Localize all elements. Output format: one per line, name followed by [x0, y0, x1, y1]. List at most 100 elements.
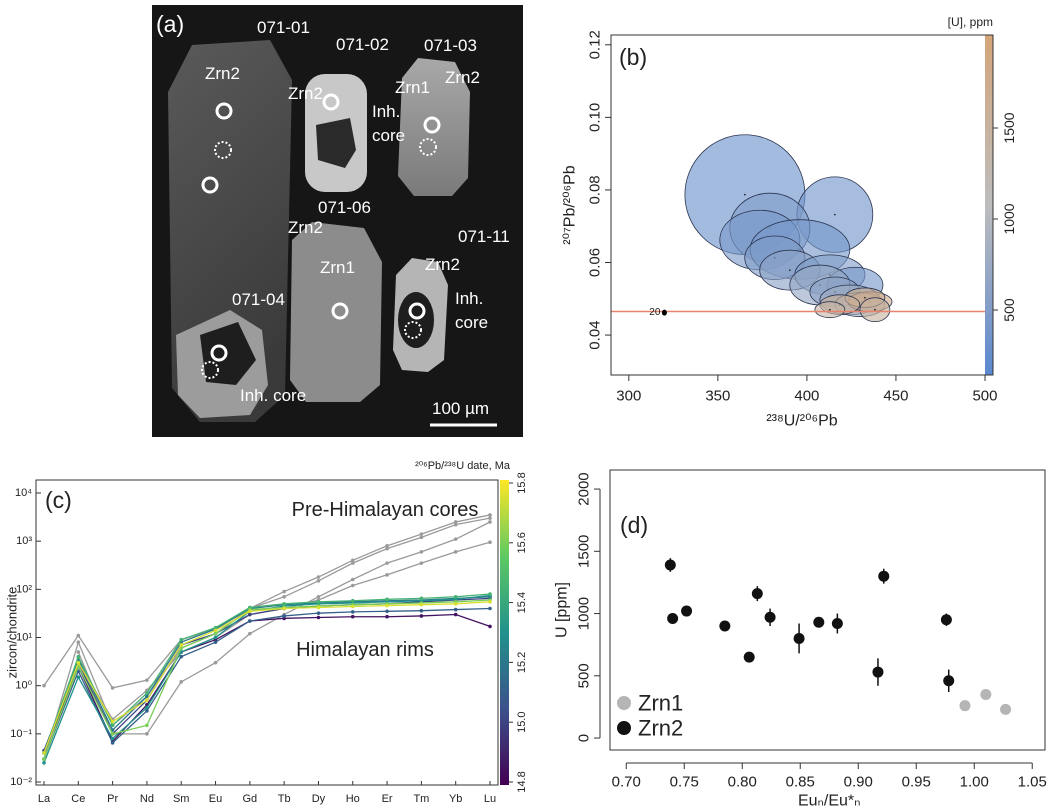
data-point: [76, 654, 81, 659]
data-point: [282, 606, 286, 611]
spot: [201, 361, 219, 379]
data-point: [453, 597, 458, 602]
zircon-label: Zrn1: [320, 258, 355, 277]
spot: [201, 176, 219, 194]
zircon-core: [316, 118, 356, 168]
data-point: [943, 675, 955, 687]
zircon-grain: [398, 58, 470, 196]
point-label: 20: [649, 307, 661, 318]
data-point: [110, 723, 115, 728]
data-point: [350, 614, 355, 619]
y-tick-label: 0.12: [587, 30, 604, 59]
series-line: [43, 514, 491, 689]
data-point: [145, 732, 149, 736]
data-point: [385, 609, 389, 614]
y-tick-label: 0.10: [587, 103, 604, 132]
x-tick-label: Tm: [413, 793, 429, 805]
zircon-core: [398, 292, 434, 348]
colorbar-tick-label: 15.4: [516, 592, 528, 613]
data-point: [350, 561, 355, 565]
y-tick-label: 1000: [576, 597, 593, 630]
data-point: [350, 604, 355, 609]
data-point: [453, 607, 458, 612]
y-axis-label: zircon/chondrite: [5, 587, 20, 679]
data-point: [419, 550, 424, 554]
colorbar-tick-label: 1000: [1001, 203, 1017, 234]
data-point: [179, 680, 184, 684]
data-point: [179, 637, 184, 642]
x-tick-label: 1.05: [1018, 774, 1047, 791]
data-point: [316, 615, 321, 620]
zircon-label: Zrn1: [395, 78, 430, 97]
data-point: [110, 741, 115, 745]
data-point: [110, 719, 115, 724]
data-point: [350, 583, 355, 588]
y-tick-label: 10⁰: [15, 680, 32, 692]
x-tick-label: 450: [883, 388, 908, 405]
y-tick-label: 10¹: [16, 631, 32, 643]
x-tick-label: 1.00: [960, 774, 989, 791]
data-point: [282, 614, 286, 618]
data-point: [248, 612, 252, 617]
data-point: [419, 561, 424, 565]
spot: [322, 93, 340, 111]
zircon-label: Zrn2: [425, 255, 460, 274]
spot: [419, 138, 437, 156]
spot: [210, 344, 228, 362]
data-point: [110, 686, 115, 690]
data-point: [419, 535, 424, 540]
colorbar-label: ²⁰⁶Pb/²³⁸U date, Ma: [415, 460, 511, 472]
x-tick-label: 0.85: [786, 774, 815, 791]
data-point: [385, 597, 389, 602]
y-tick-label: 0.08: [587, 175, 604, 204]
data-point: [453, 612, 458, 617]
data-point: [179, 654, 184, 659]
y-axis-label: U [ppm]: [554, 582, 571, 638]
data-point: [145, 723, 149, 728]
data-point: [282, 594, 286, 599]
data-point: [831, 618, 843, 630]
panel-label: (d): [620, 512, 648, 538]
data-point: [42, 751, 46, 755]
data-point: [385, 546, 389, 551]
colorbar-tick-label: 15.0: [516, 711, 528, 732]
data-point: [145, 678, 149, 682]
data-point: [419, 532, 424, 536]
center-dot: [829, 308, 831, 311]
y-tick-label: 0.04: [587, 320, 604, 349]
x-tick-label: Er: [382, 793, 393, 805]
zircon-grain: [290, 222, 382, 402]
colorbar-tick-label: 15.6: [516, 532, 528, 553]
annotation: Himalayan rims: [296, 639, 434, 661]
data-point: [316, 611, 321, 615]
y-tick-label: 10⁻²: [10, 776, 32, 788]
data-point: [681, 605, 693, 617]
zircon-image: [152, 5, 523, 437]
colorbar-tick-label: 15.8: [516, 472, 528, 493]
legend-marker: [617, 721, 631, 735]
data-point: [453, 520, 458, 524]
data-point: [248, 631, 252, 636]
data-point: [488, 540, 492, 545]
data-point: [764, 611, 776, 623]
data-point: [488, 606, 492, 611]
data-point: [872, 666, 884, 678]
spot: [215, 102, 233, 120]
grain-label: 071-11: [458, 227, 510, 246]
data-point: [667, 613, 679, 625]
data-point: [793, 632, 805, 644]
x-tick-label: 0.80: [728, 774, 757, 791]
x-tick-label: 0.75: [670, 774, 699, 791]
center-dot: [834, 213, 836, 216]
data-point: [385, 561, 389, 565]
plot-frame: [609, 469, 1046, 751]
y-tick-label: 10³: [16, 535, 32, 547]
data-point: [145, 694, 149, 699]
colorbar-label: [U], ppm: [948, 15, 993, 29]
data-point: [76, 640, 81, 644]
data-point: [453, 602, 458, 606]
x-tick-label: Gd: [243, 793, 258, 805]
y-tick-label: 10⁻¹: [10, 728, 32, 740]
data-point: [76, 650, 81, 654]
spot: [331, 302, 349, 320]
